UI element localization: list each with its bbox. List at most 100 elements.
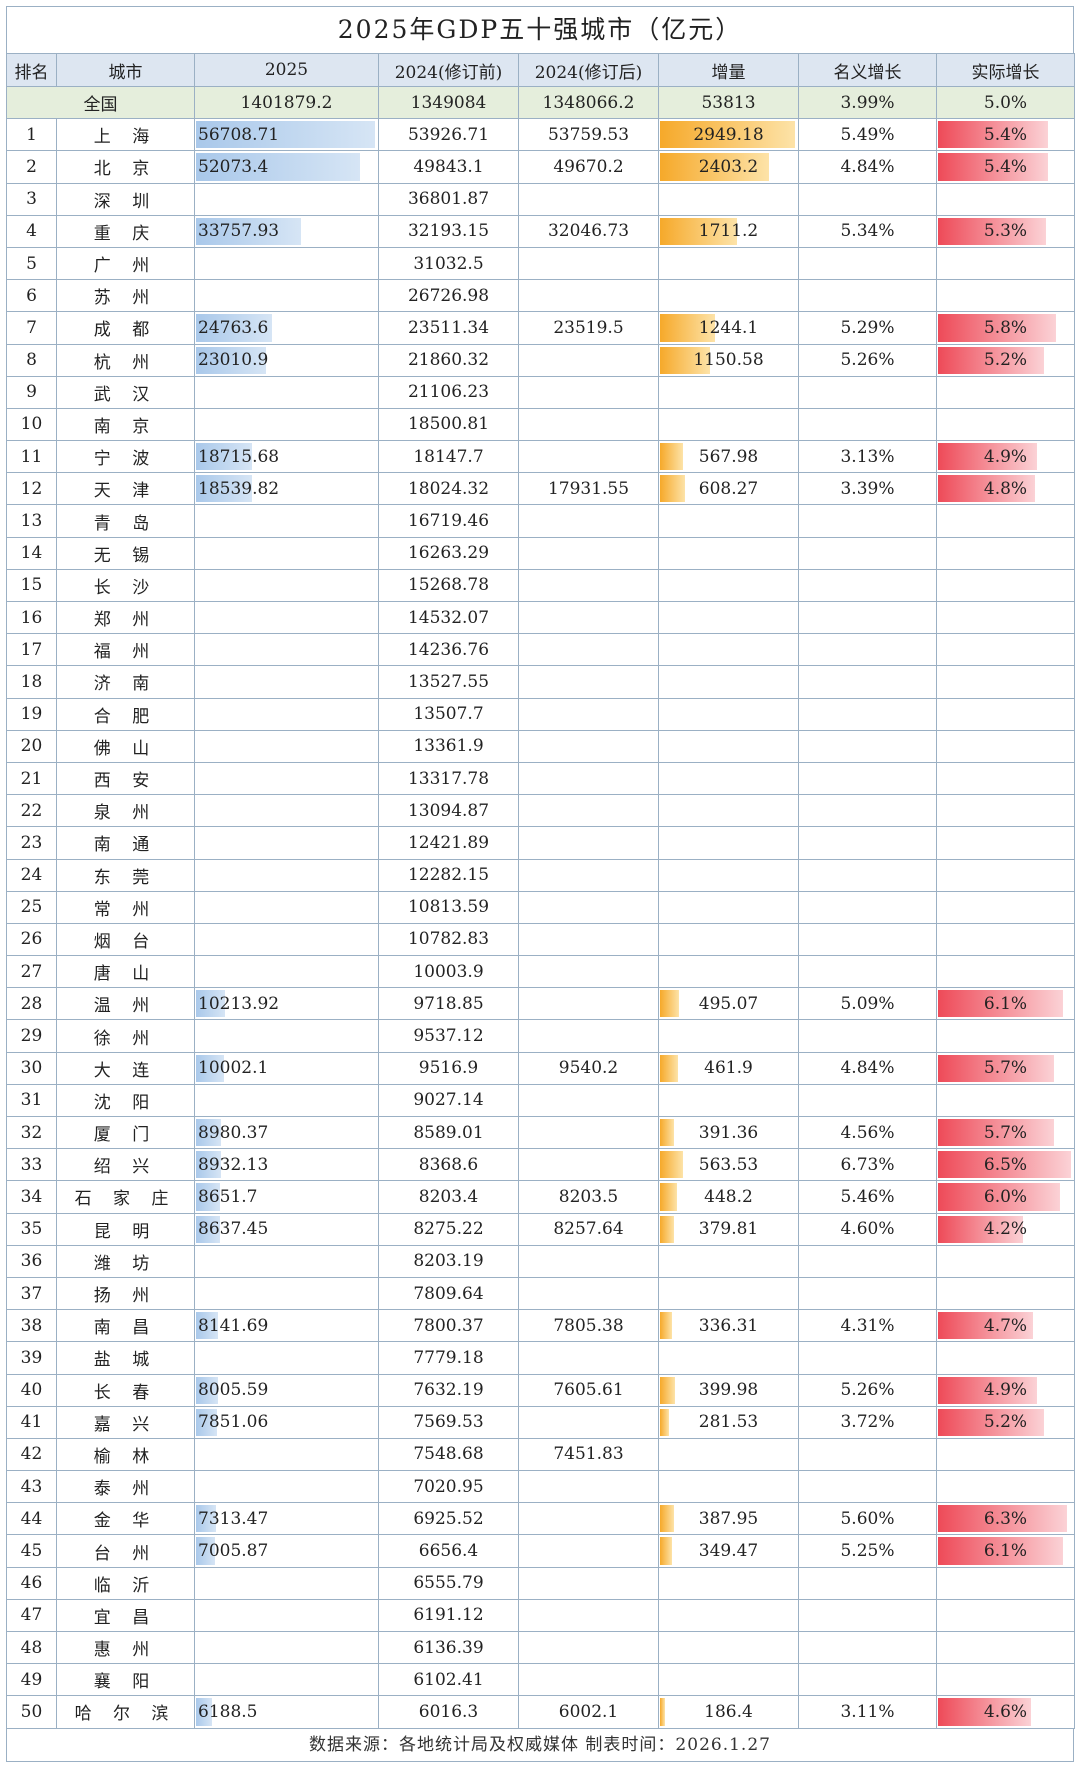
cell-2024-post: 23519.5 xyxy=(518,311,659,345)
cell-2024-pre-text: 7809.64 xyxy=(413,1283,484,1304)
cell-real-growth xyxy=(936,1019,1075,1053)
cell-city: 成 都 xyxy=(56,311,195,345)
total-increment: 53813 xyxy=(658,85,799,120)
table-row: 14 无 锡 16263.29 xyxy=(6,536,1075,570)
cell-real-growth xyxy=(936,1244,1075,1278)
table-row: 44 金 华 7313.47 6925.52 387.95 5.60% 6.3% xyxy=(6,1502,1075,1536)
table-title: 2025年GDP五十强城市（亿元） xyxy=(6,6,1074,53)
cell-2024-post xyxy=(518,697,659,731)
cell-rank-text: 30 xyxy=(20,1058,43,1079)
cell-2024-pre-text: 53926.71 xyxy=(407,124,490,145)
cell-rank: 14 xyxy=(6,536,57,570)
cell-2024-post xyxy=(518,858,659,892)
cell-increment: 2949.18 xyxy=(658,118,799,152)
cell-city-text: 盐 城 xyxy=(93,1350,158,1371)
cell-rank-text: 35 xyxy=(20,1219,43,1240)
cell-real-growth xyxy=(936,1437,1075,1472)
cell-2024-pre: 13507.7 xyxy=(378,697,519,731)
cell-rank: 38 xyxy=(6,1309,57,1343)
cell-2024-post xyxy=(518,633,659,667)
cell-rank-text: 50 xyxy=(20,1701,43,1722)
cell-2024-post xyxy=(518,955,659,989)
table-row: 6 苏 州 26726.98 xyxy=(6,279,1075,313)
cell-2024-post xyxy=(518,568,659,603)
cell-increment-text: 399.98 xyxy=(698,1380,759,1401)
cell-gdp-2025: 7313.47 xyxy=(194,1502,379,1536)
cell-increment xyxy=(658,600,799,635)
cell-rank: 15 xyxy=(6,568,57,603)
cell-city-text: 襄 阳 xyxy=(93,1672,158,1693)
table-row: 41 嘉 兴 7851.06 7569.53 281.53 3.72% 5.2% xyxy=(6,1405,1075,1439)
cell-city-text: 长 沙 xyxy=(93,577,158,598)
cell-2024-pre: 32193.15 xyxy=(378,214,519,248)
cell-real-growth xyxy=(936,1566,1075,1600)
cell-rank-text: 20 xyxy=(20,736,43,757)
cell-2024-pre: 6102.41 xyxy=(378,1663,519,1697)
cell-rank-text: 24 xyxy=(20,865,43,886)
cell-real-growth xyxy=(936,890,1075,924)
gdp-table-sheet: 2025年GDP五十强城市（亿元） 排名 城市 2025 2024(修订前) 2… xyxy=(6,6,1075,1762)
cell-gdp-2025-text: 33757.93 xyxy=(198,221,280,242)
table-row: 32 厦 门 8980.37 8589.01 391.36 4.56% 5.7% xyxy=(6,1115,1075,1150)
cell-increment: 2403.2 xyxy=(658,150,799,184)
cell-2024-pre-text: 15268.78 xyxy=(407,575,490,596)
cell-nominal-growth-text: 4.31% xyxy=(840,1315,895,1336)
gdp-data-bar xyxy=(196,1312,219,1340)
cell-rank-text: 16 xyxy=(20,607,43,628)
cell-nominal-growth: 5.26% xyxy=(798,1373,937,1407)
cell-real-growth: 6.5% xyxy=(936,1148,1075,1182)
cell-2024-pre: 6136.39 xyxy=(378,1630,519,1665)
cell-real-growth xyxy=(936,955,1075,989)
cell-real-growth: 5.2% xyxy=(936,1405,1075,1439)
cell-nominal-growth: 5.09% xyxy=(798,987,937,1021)
cell-city-text: 绍 兴 xyxy=(93,1157,158,1178)
cell-city: 临 沂 xyxy=(56,1566,195,1600)
cell-real-growth-text: 5.8% xyxy=(983,317,1028,338)
cell-2024-pre: 6925.52 xyxy=(378,1502,519,1536)
table-row: 39 盐 城 7779.18 xyxy=(6,1341,1075,1375)
cell-increment xyxy=(658,279,799,313)
cell-city: 长 沙 xyxy=(56,568,195,603)
cell-city-text: 天 津 xyxy=(93,481,158,502)
cell-2024-pre-text: 9537.12 xyxy=(413,1026,484,1047)
cell-city: 南 通 xyxy=(56,826,195,860)
cell-city: 广 州 xyxy=(56,246,195,281)
table-row: 37 扬 州 7809.64 xyxy=(6,1276,1075,1311)
cell-city-text: 合 肥 xyxy=(93,706,158,727)
cell-increment xyxy=(658,246,799,281)
cell-rank: 44 xyxy=(6,1502,57,1536)
cell-rank: 25 xyxy=(6,890,57,924)
cell-rank-text: 29 xyxy=(20,1026,43,1047)
cell-2024-pre-text: 16719.46 xyxy=(407,511,490,532)
cell-gdp-2025 xyxy=(194,1341,379,1375)
cell-increment: 1150.58 xyxy=(658,343,799,377)
cell-2024-pre-text: 13527.55 xyxy=(407,671,490,692)
cell-2024-pre: 14236.76 xyxy=(378,633,519,667)
gdp-data-bar xyxy=(196,475,252,503)
cell-real-growth xyxy=(936,729,1075,763)
gdp-data-bar xyxy=(196,346,267,374)
table-row: 16 郑 州 14532.07 xyxy=(6,600,1075,635)
cell-city: 合 肥 xyxy=(56,697,195,731)
cell-2024-pre-text: 18147.7 xyxy=(413,446,484,467)
cell-gdp-2025: 8651.7 xyxy=(194,1180,379,1214)
cell-city-text: 哈 尔 滨 xyxy=(74,1704,177,1725)
cell-city-text: 南 通 xyxy=(93,835,158,856)
cell-city-text: 西 安 xyxy=(93,771,158,792)
cell-gdp-2025: 10213.92 xyxy=(194,987,379,1021)
cell-rank-text: 46 xyxy=(20,1573,43,1594)
cell-rank-text: 18 xyxy=(20,671,43,692)
cell-rank: 34 xyxy=(6,1180,57,1214)
increment-data-bar xyxy=(660,121,795,149)
cell-rank: 48 xyxy=(6,1630,57,1665)
table-row: 20 佛 山 13361.9 xyxy=(6,729,1075,763)
cell-gdp-2025-text: 56708.71 xyxy=(198,124,280,145)
gdp-data-bar xyxy=(196,1119,221,1147)
cell-nominal-growth xyxy=(798,568,937,603)
cell-gdp-2025 xyxy=(194,1630,379,1665)
cell-2024-pre: 16263.29 xyxy=(378,536,519,570)
cell-city: 扬 州 xyxy=(56,1276,195,1311)
cell-nominal-growth-text: 4.84% xyxy=(840,1058,895,1079)
table-row: 27 唐 山 10003.9 xyxy=(6,955,1075,989)
cell-real-growth: 4.8% xyxy=(936,472,1075,506)
